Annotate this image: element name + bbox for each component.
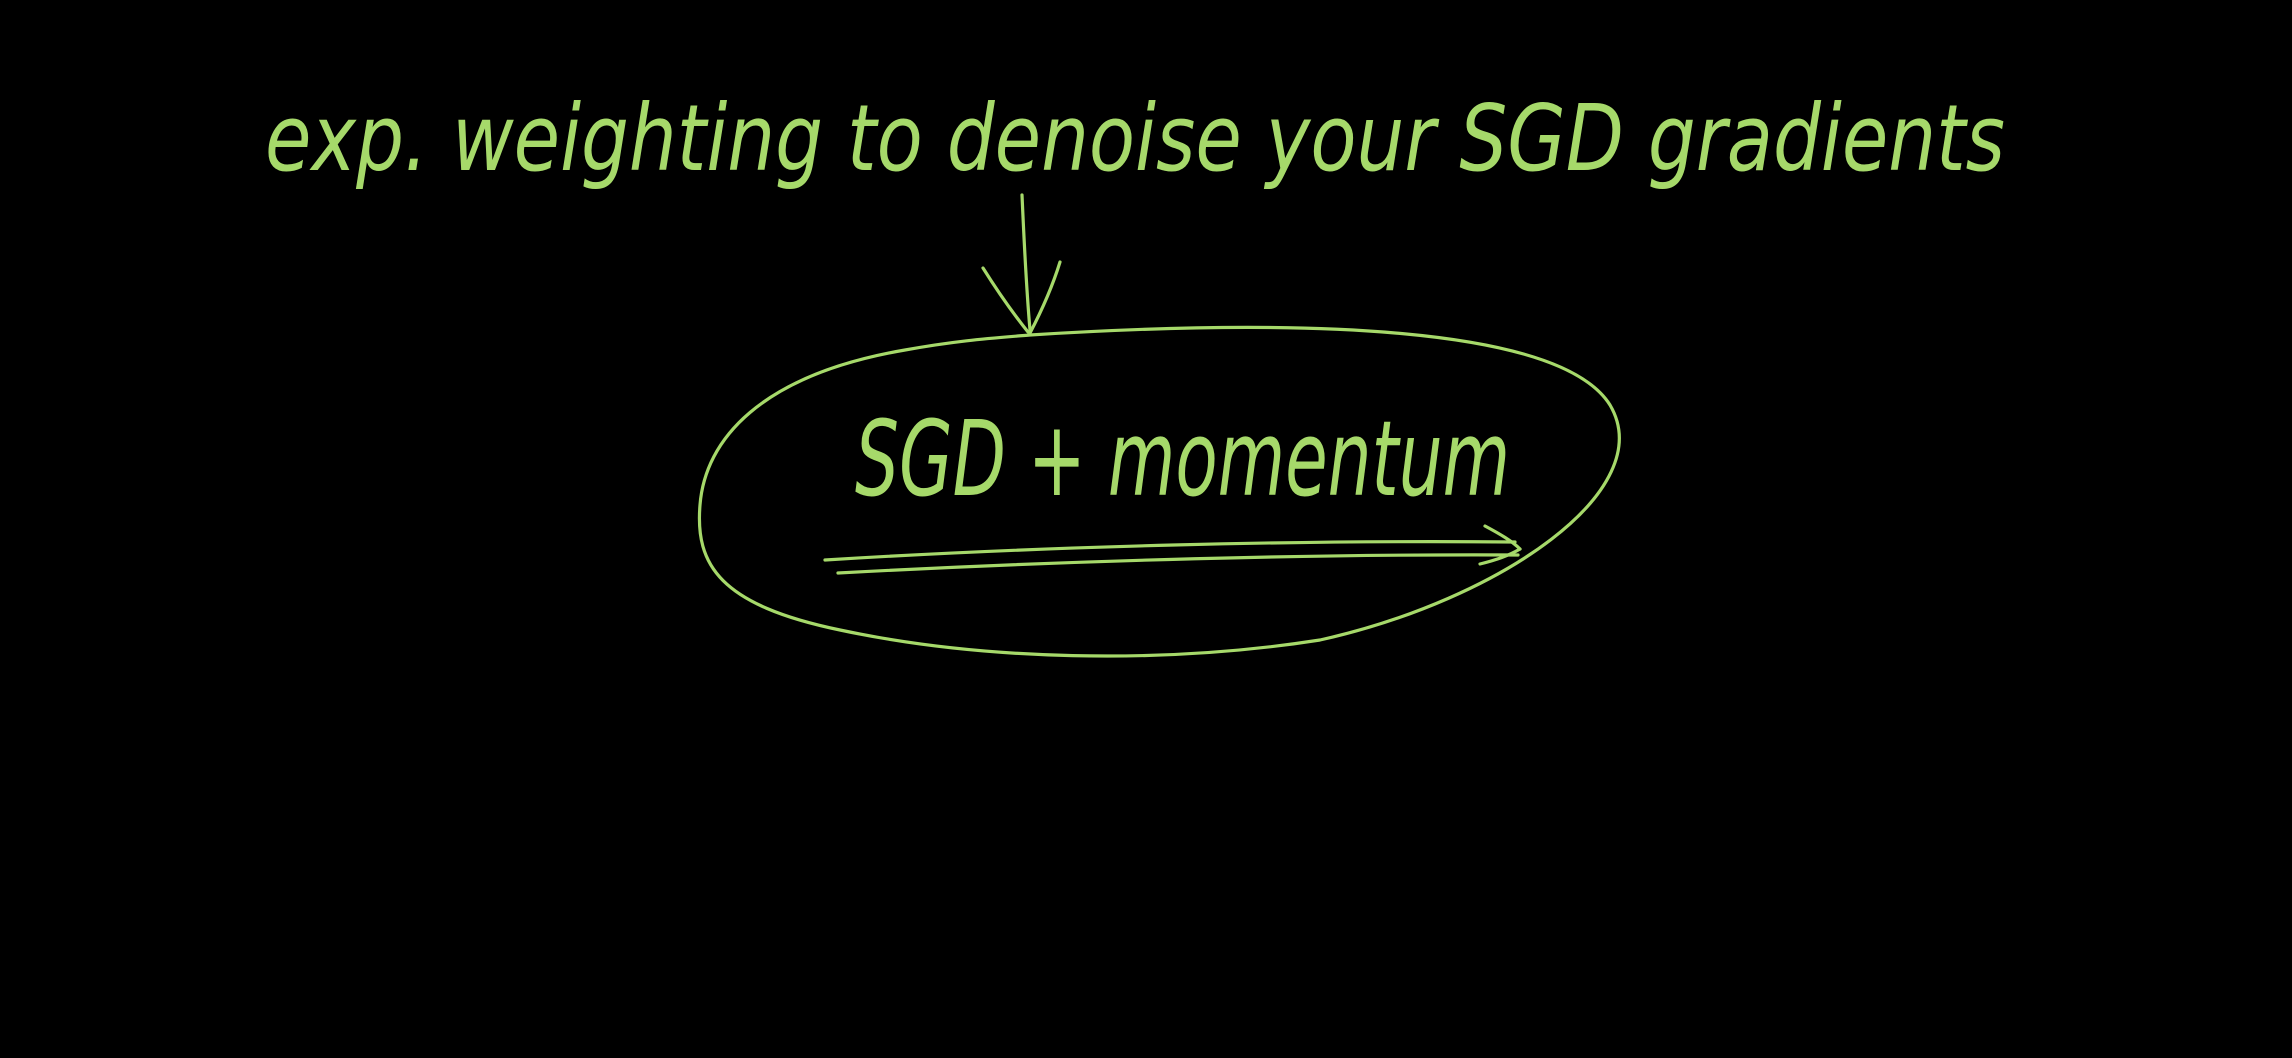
highlight-ellipse xyxy=(697,325,1621,658)
underline-arrow xyxy=(823,524,1522,575)
top-annotation-text: exp. weighting to denoise your SGD gradi… xyxy=(265,85,2005,192)
center-label-text: SGD + momentum xyxy=(855,398,1510,520)
down-arrow xyxy=(981,193,1062,335)
